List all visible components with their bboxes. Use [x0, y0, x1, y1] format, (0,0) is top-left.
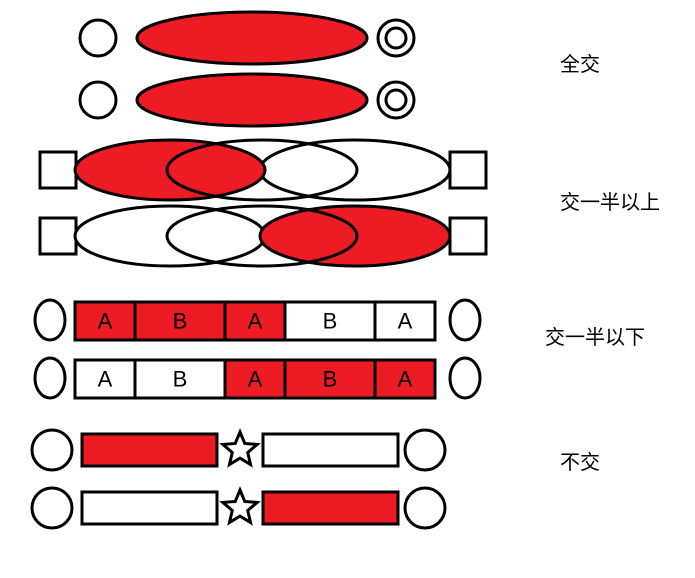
diagram-canvas: A B A B A A B A B A 全交 交一半以上 交一半以下 不交: [0, 0, 695, 578]
row2-label: 交一半以上: [560, 186, 660, 215]
row1-label: 全交: [560, 48, 600, 77]
svg-text:A: A: [248, 367, 263, 392]
row3-label: 交一半以下: [545, 321, 645, 350]
svg-text:A: A: [98, 309, 113, 334]
svg-text:A: A: [398, 367, 413, 392]
svg-text:B: B: [323, 367, 338, 392]
svg-text:A: A: [248, 309, 263, 334]
svg-text:B: B: [323, 309, 338, 334]
diagram-svg: A B A B A A B A B A: [0, 0, 695, 578]
row4-label: 不交: [560, 446, 600, 475]
svg-text:B: B: [173, 367, 188, 392]
svg-text:A: A: [398, 309, 413, 334]
svg-text:B: B: [173, 309, 188, 334]
svg-text:A: A: [98, 367, 113, 392]
